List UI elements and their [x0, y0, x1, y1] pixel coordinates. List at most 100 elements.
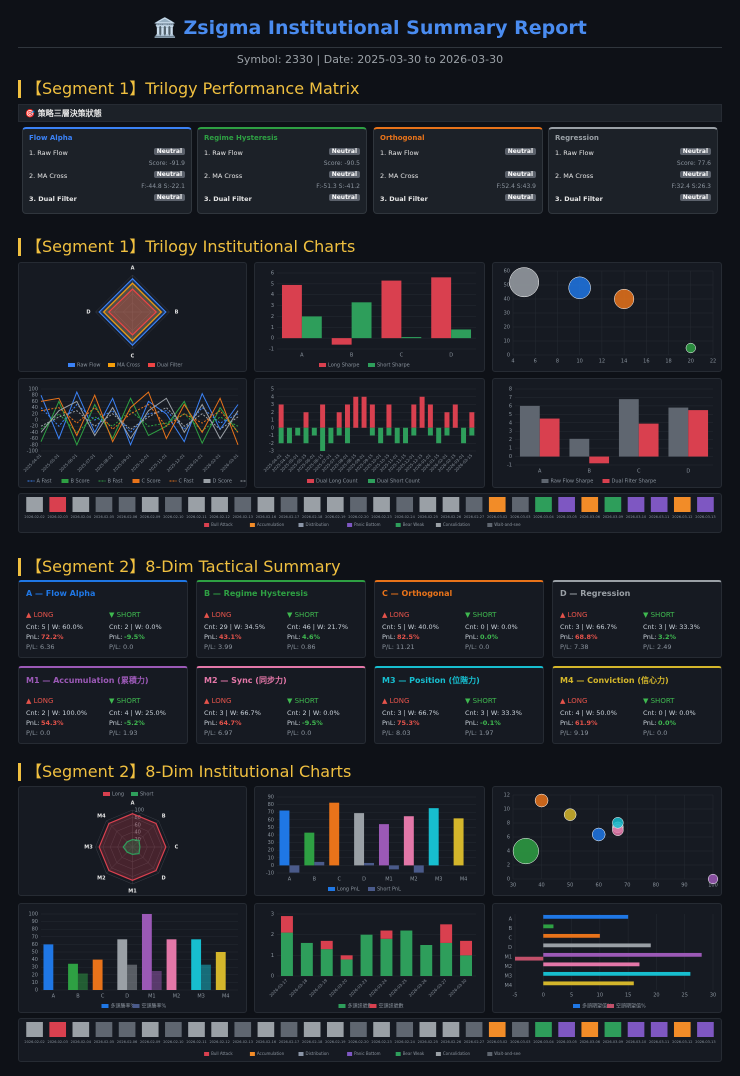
y-tick-label: 4 [271, 394, 274, 400]
y-tick-label: 80 [32, 927, 38, 933]
divider [18, 47, 722, 48]
state-cell [697, 497, 714, 512]
row-detail: F:32.4 S:26.3 [671, 183, 711, 190]
date-label: 2026-02-12 [209, 1040, 229, 1044]
legend-label: MA Cross [117, 363, 140, 369]
radar-area [98, 277, 167, 347]
y-tick-label: 20 [504, 325, 510, 331]
date-label: 2026-02-23 [371, 1040, 391, 1044]
x-tick-label: 0 [542, 993, 545, 999]
bar [381, 280, 402, 339]
card-title: Regime Hysteresis [204, 134, 278, 142]
bar [431, 277, 452, 339]
y-tick-label: 2 [271, 932, 274, 938]
x-tick-label: M3 [435, 877, 443, 883]
row-label: 3. Dual Filter [555, 195, 603, 203]
chart: 0 10 20 30 40 50 60 4 6 8 10 12 14 16 18 20 22 [504, 267, 716, 365]
row-detail: F:-44.8 S:-22.1 [141, 183, 185, 190]
y-tick-label: C [509, 935, 513, 941]
bar [286, 427, 292, 444]
state-cell [188, 1022, 205, 1037]
y-tick-label: 10 [504, 807, 510, 813]
date-label: 2026-02-02 [24, 515, 44, 519]
x-tick-label: 2026-03-18 [288, 978, 308, 998]
x-tick-label: M1 [148, 994, 156, 1000]
x-tick-label: 2026-03-20 [328, 978, 348, 998]
x-tick-label: D [686, 469, 690, 475]
bar [364, 862, 375, 866]
bar [340, 959, 353, 976]
state-badge: Neutral [328, 171, 360, 178]
bar [151, 971, 162, 990]
y-tick-label: 5 [271, 387, 274, 393]
chart-panel: -3 -2 -1 0 1 2 3 4 5 2025-04-01 2025-04-15 2025-05-… [254, 378, 485, 488]
pnl-label: PnL: [287, 633, 301, 641]
state-badge: Neutral [328, 194, 360, 201]
count-line: Cnt: 3 | W: 33.3% [465, 709, 522, 717]
date-label: 2026-02-27 [464, 515, 484, 519]
y-tick-label: 3 [271, 303, 274, 309]
legend-label: Distribution [306, 1051, 330, 1056]
bar [328, 427, 334, 444]
date-label: 2026-02-05 [94, 1040, 114, 1044]
count-line: Cnt: 2 | W: 0.0% [287, 709, 340, 717]
y-tick-label: 0 [271, 336, 274, 342]
bar [320, 404, 326, 428]
date-label: 2026-02-20 [348, 1040, 368, 1044]
short-header: ▼ SHORT [109, 611, 141, 619]
card-title: M1 — Accumulation (累積力) [26, 676, 149, 685]
short-header: ▼ SHORT [643, 611, 675, 619]
x-tick-label: 4 [511, 359, 514, 365]
date-label: 2026-03-02 [487, 1040, 507, 1044]
legend-label: 空頭勝率% [142, 1003, 167, 1010]
legend-swatch [61, 479, 69, 483]
chart-panel: 2026-02-02 2026-02-03 2026-02-04 2026-02-05… [18, 493, 722, 533]
bar [378, 824, 389, 866]
y-tick-label: 1 [509, 446, 512, 452]
x-tick-label: M3 [197, 994, 205, 1000]
axis-label: C [175, 845, 179, 851]
row-detail: Score: -91.9 [148, 160, 185, 167]
pnl-label: PnL: [204, 719, 218, 727]
bar [295, 427, 301, 436]
state-cell [488, 1022, 506, 1037]
matrix-card: Regression 1. Raw Flow Neutral Score: 77.6 2… [548, 127, 718, 214]
x-tick-label: 10 [576, 359, 582, 365]
count-line: Cnt: 4 | W: 25.0% [109, 709, 166, 717]
legend-swatch [132, 1004, 140, 1008]
date-label: 2026-02-10 [163, 1040, 183, 1044]
date-label: 2026-02-16 [256, 515, 276, 519]
y-tick-label: 50 [32, 950, 38, 956]
y-tick-label: 60 [32, 399, 38, 405]
card-title: Regression [555, 134, 599, 142]
pnl-label: PnL: [465, 719, 479, 727]
x-tick-label: D [125, 994, 129, 1000]
y-tick-label: 4 [507, 849, 510, 855]
state-cell [350, 497, 367, 512]
row-label: 2. MA Cross [204, 172, 243, 180]
row-label: 2. MA Cross [380, 172, 419, 180]
state-cell [558, 497, 575, 512]
state-cell [650, 497, 668, 512]
bar [428, 808, 439, 866]
pl-line: P/L: 0.0 [26, 729, 51, 737]
y-tick-label: 0 [35, 418, 38, 424]
state-cell [442, 497, 460, 512]
pl-line: P/L: 11.21 [382, 643, 415, 651]
state-cell [211, 1022, 228, 1037]
state-cell [165, 1022, 182, 1037]
y-tick-label: -1 [269, 433, 274, 439]
date-label: 2026-03-03 [510, 515, 530, 519]
x-tick-label: B [76, 994, 80, 1000]
bar [289, 865, 300, 873]
y-tick-label: 1 [271, 418, 274, 424]
state-cell [419, 497, 437, 512]
pnl-value: 0.0% [480, 633, 499, 641]
state-badge: Neutral [153, 171, 185, 178]
radar-area [98, 813, 167, 881]
legend-label: Bear Weak [403, 1051, 425, 1056]
bar [519, 405, 540, 457]
pnl-label: PnL: [109, 719, 123, 727]
bar [336, 427, 342, 436]
pnl-value: 72.2% [41, 633, 64, 641]
